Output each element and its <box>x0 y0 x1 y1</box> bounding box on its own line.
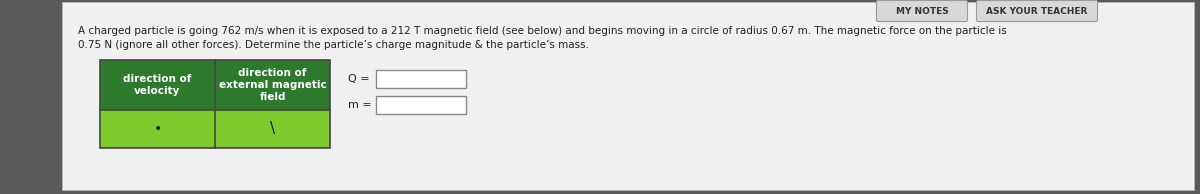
FancyBboxPatch shape <box>977 1 1098 22</box>
Text: m =: m = <box>348 100 372 110</box>
Text: MY NOTES: MY NOTES <box>895 7 948 16</box>
Text: •: • <box>154 122 162 136</box>
Text: direction of
external magnetic
field: direction of external magnetic field <box>218 68 326 102</box>
Bar <box>376 96 466 114</box>
Bar <box>100 60 330 148</box>
Text: \: \ <box>270 121 275 137</box>
FancyBboxPatch shape <box>876 1 967 22</box>
Text: A charged particle is going 762 m/s when it is exposed to a 212 T magnetic field: A charged particle is going 762 m/s when… <box>78 26 1007 36</box>
Bar <box>100 110 215 148</box>
Text: direction of
velocity: direction of velocity <box>124 74 192 96</box>
Bar <box>100 60 215 110</box>
Text: Q =: Q = <box>348 74 370 84</box>
Bar <box>215 60 330 110</box>
Text: ASK YOUR TEACHER: ASK YOUR TEACHER <box>986 7 1087 16</box>
Bar <box>376 70 466 88</box>
Text: 0.75 N (ignore all other forces). Determine the particle’s charge magnitude & th: 0.75 N (ignore all other forces). Determ… <box>78 40 589 50</box>
Bar <box>215 110 330 148</box>
